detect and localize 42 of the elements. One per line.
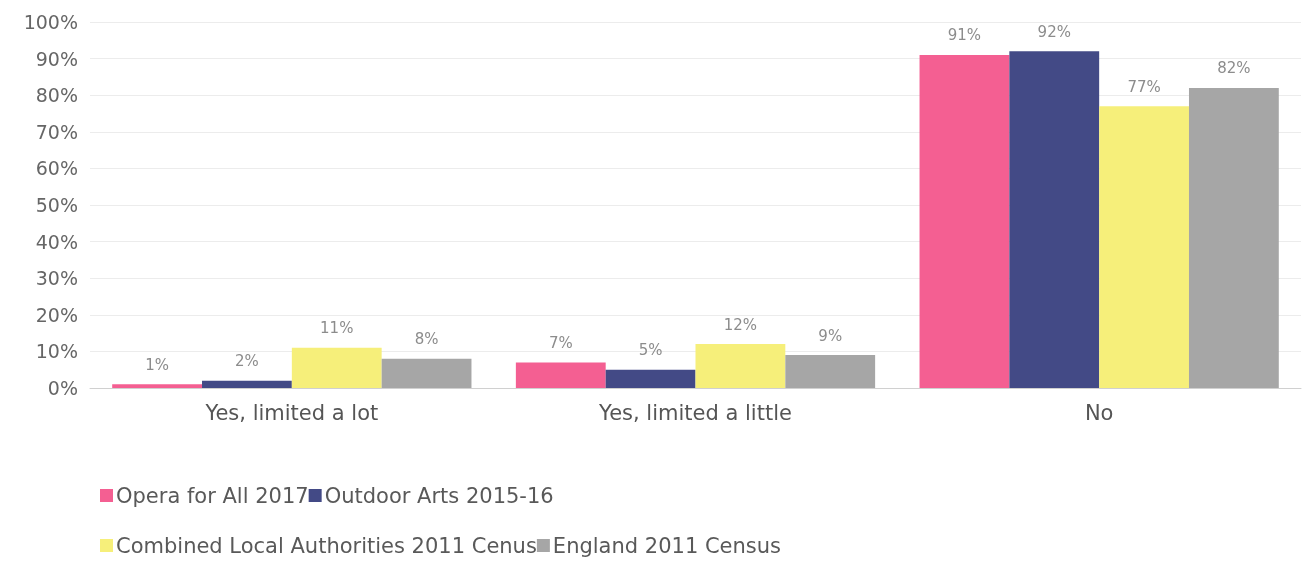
y-tick-label: 10%	[35, 340, 78, 363]
data-label: 5%	[638, 341, 663, 360]
data-label: 11%	[320, 319, 354, 338]
y-tick-label: 80%	[35, 84, 78, 107]
bar	[785, 355, 876, 388]
data-label: 1%	[145, 355, 170, 374]
data-label: 91%	[947, 26, 982, 45]
legend-label: Combined Local Authorities 2011 Cenus	[116, 533, 537, 558]
bar	[381, 358, 472, 388]
x-tick-label: Yes, limited a lot	[204, 400, 379, 425]
y-tick-label: 0%	[47, 377, 78, 399]
bar	[112, 384, 203, 388]
bar	[605, 369, 696, 388]
bar	[1009, 51, 1100, 388]
data-label: 82%	[1217, 59, 1251, 78]
y-tick-label: 50%	[35, 194, 78, 216]
legend-label: England 2011 Census	[552, 533, 782, 558]
y-tick-label: 60%	[35, 157, 78, 180]
data-label: 9%	[818, 326, 843, 345]
bar	[1099, 106, 1189, 388]
data-label: 8%	[414, 330, 439, 349]
y-tick-label: 100%	[23, 11, 78, 33]
bar	[919, 54, 1010, 388]
data-label: 7%	[548, 333, 573, 352]
bar	[291, 347, 382, 388]
legend-label: Outdoor Arts 2015-16	[324, 483, 554, 508]
y-tick-label: 30%	[35, 267, 78, 290]
data-label: 77%	[1127, 77, 1161, 96]
legend-label: Opera for All 2017	[116, 483, 309, 508]
bar	[515, 362, 606, 388]
bar	[202, 380, 292, 388]
data-label: 2%	[235, 352, 259, 371]
y-tick-label: 40%	[35, 230, 78, 253]
y-tick-label: 90%	[35, 47, 78, 70]
data-label: 92%	[1037, 22, 1071, 41]
x-tick-label: Yes, limited a little	[598, 400, 792, 425]
y-tick-label: 20%	[35, 303, 78, 326]
y-tick-label: 70%	[35, 120, 78, 143]
x-tick-label: No	[1084, 400, 1114, 425]
bar	[695, 344, 786, 388]
bar	[1188, 87, 1279, 388]
data-label: 12%	[723, 315, 758, 334]
